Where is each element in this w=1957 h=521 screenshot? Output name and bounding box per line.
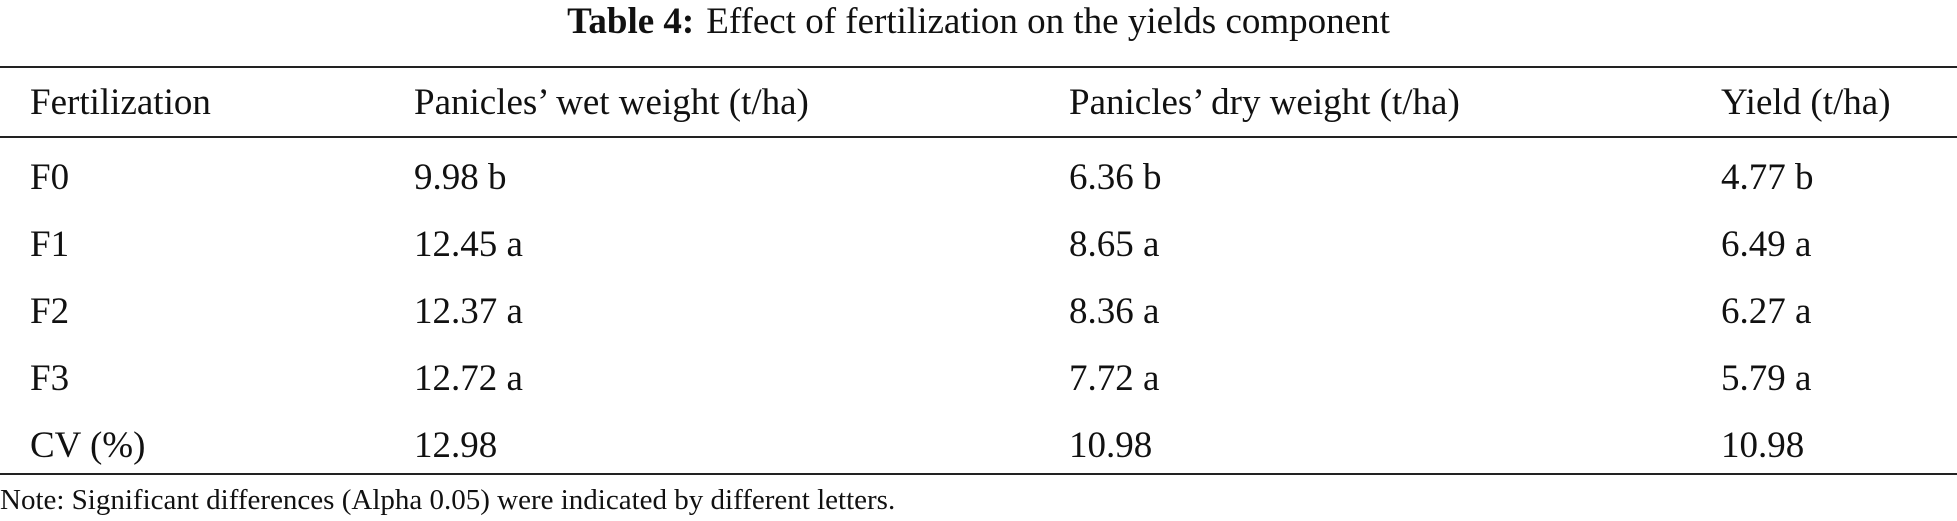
table-cell-dry-weight: 8.36 a bbox=[1069, 291, 1160, 332]
table-top-rule bbox=[0, 66, 1957, 68]
table-row: F1 12.45 a 8.65 a 6.49 a bbox=[0, 212, 1957, 278]
table-cell-yield: 4.77 b bbox=[1721, 157, 1814, 198]
table-cell-yield: 6.49 a bbox=[1721, 224, 1812, 265]
table-cell-wet-weight: 12.98 bbox=[414, 425, 498, 466]
table-cell-dry-weight: 6.36 b bbox=[1069, 157, 1162, 198]
table-cell-yield: 10.98 bbox=[1721, 425, 1805, 466]
column-header-dry-weight: Panicles’ dry weight (t/ha) bbox=[1069, 82, 1460, 123]
column-header-wet-weight: Panicles’ wet weight (t/ha) bbox=[414, 82, 809, 123]
table-header-row: Fertilization Panicles’ wet weight (t/ha… bbox=[0, 70, 1957, 136]
table-cell-treatment: CV (%) bbox=[30, 425, 146, 466]
table-cell-wet-weight: 12.37 a bbox=[414, 291, 523, 332]
table-row: F0 9.98 b 6.36 b 4.77 b bbox=[0, 145, 1957, 211]
table-footnote: Note: Significant differences (Alpha 0.0… bbox=[0, 484, 896, 516]
table-caption-text: Effect of fertilization on the yields co… bbox=[706, 1, 1390, 42]
table-cell-treatment: F1 bbox=[30, 224, 70, 265]
column-header-fertilization: Fertilization bbox=[30, 82, 211, 123]
table-header-rule bbox=[0, 136, 1957, 138]
table-row: F3 12.72 a 7.72 a 5.79 a bbox=[0, 346, 1957, 412]
table-row: F2 12.37 a 8.36 a 6.27 a bbox=[0, 279, 1957, 345]
table-row-cv: CV (%) 12.98 10.98 10.98 bbox=[0, 413, 1957, 479]
column-header-yield: Yield (t/ha) bbox=[1721, 82, 1891, 123]
table-cell-wet-weight: 12.72 a bbox=[414, 358, 523, 399]
table-cell-dry-weight: 7.72 a bbox=[1069, 358, 1160, 399]
table-caption: Table 4: Effect of fertilization on the y… bbox=[0, 0, 1957, 44]
table-cell-dry-weight: 8.65 a bbox=[1069, 224, 1160, 265]
table-cell-treatment: F2 bbox=[30, 291, 70, 332]
table-cell-wet-weight: 12.45 a bbox=[414, 224, 523, 265]
table-cell-treatment: F3 bbox=[30, 358, 70, 399]
table-cell-yield: 6.27 a bbox=[1721, 291, 1812, 332]
table-cell-dry-weight: 10.98 bbox=[1069, 425, 1153, 466]
table-caption-label: Table 4: bbox=[567, 1, 695, 42]
table-cell-treatment: F0 bbox=[30, 157, 70, 198]
table-cell-yield: 5.79 a bbox=[1721, 358, 1812, 399]
table-cell-wet-weight: 9.98 b bbox=[414, 157, 507, 198]
table-bottom-rule bbox=[0, 473, 1957, 475]
